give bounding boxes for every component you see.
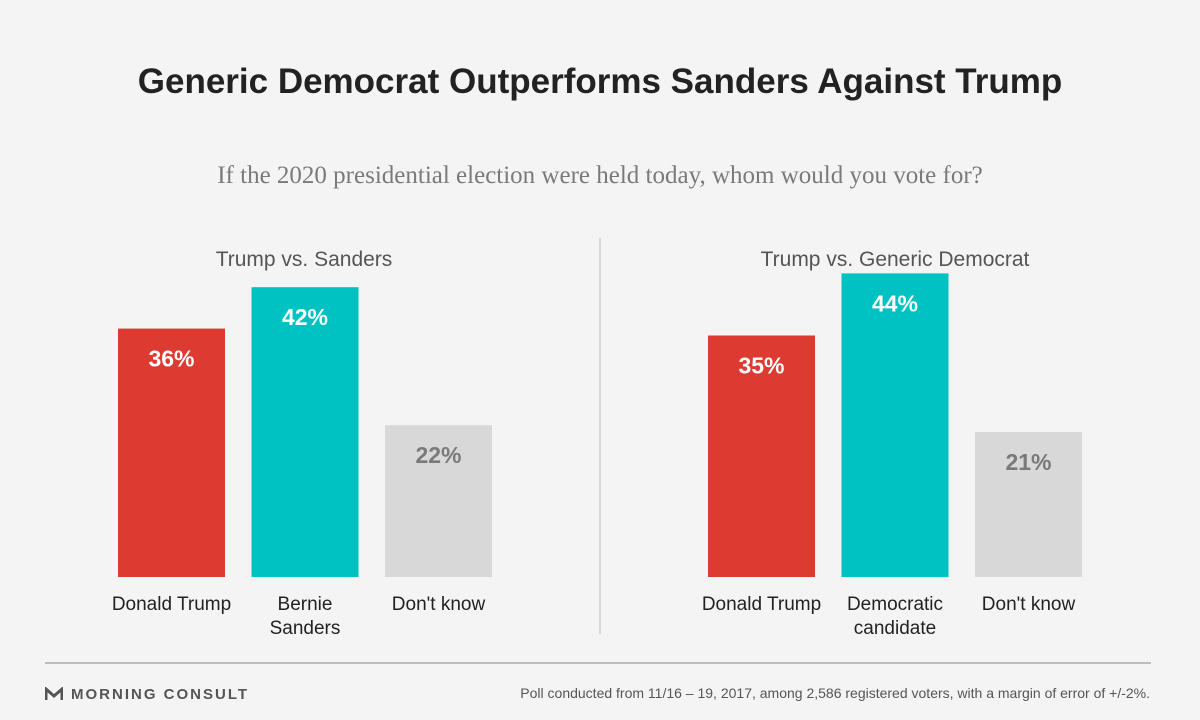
bar-value-label: 22% [415,442,461,468]
footer-divider [45,662,1151,664]
bar-value-label: 35% [738,353,784,379]
bar-value-label: 42% [282,304,328,330]
category-label: Don't know [982,594,1076,615]
logo-text: MORNING CONSULT [71,685,250,703]
source-note: Poll conducted from 11/16 – 19, 2017, am… [520,685,1150,701]
bar-donaldtrump [118,328,225,577]
category-label: Democratic [847,594,943,615]
bar-bernie-sanders [251,287,359,577]
morning-consult-logo: MORNING CONSULT [45,684,249,704]
bar-chart-svg: 35% Donald Trump 44% Democratic candidate 21%… [702,273,1082,639]
category-label: Don't know [392,594,486,615]
bar-chart-svg: 36% Donald Trump 42% Bernie Sanders 22% Don't … [112,287,492,639]
bar-donaldtrump [708,335,815,577]
bar-democratic-candidate [841,273,949,577]
bar-value-label: 44% [872,290,918,316]
chart-panel-trump-vs-sanders: Trump vs. Sanders 36% Donald Trump 42% Bern… [0,230,600,650]
bar-dontknow [385,425,492,577]
panel-title: Trump vs. Sanders [215,248,393,271]
panel-title: Trump vs. Generic Democrat [760,248,1030,271]
morning-consult-logo-icon [45,687,63,700]
category-label: Sanders [270,618,341,639]
chart-subtitle: If the 2020 presidential election were h… [217,162,983,189]
bar-value-label: 36% [148,346,194,372]
bar-value-label: 21% [1005,449,1051,475]
category-label: Donald Trump [702,594,821,615]
bar-dontknow [975,432,1082,577]
category-label: candidate [854,618,936,639]
panel-divider [599,238,601,634]
category-label: Donald Trump [112,594,231,615]
chart-panel-trump-vs-generic-democrat: Trump vs. Generic Democrat 35% Donald Tru… [600,230,1200,650]
chart-title: Generic Democrat Outperforms Sanders Aga… [137,62,1063,101]
category-label: Bernie [278,594,333,615]
